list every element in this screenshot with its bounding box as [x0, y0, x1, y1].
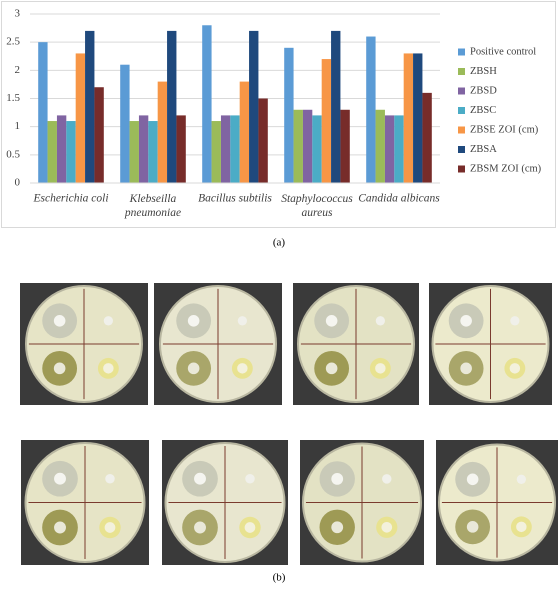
disc: [187, 315, 200, 327]
disc: [516, 474, 526, 484]
bar: [249, 30, 259, 184]
disc: [187, 362, 200, 375]
legend-label: ZBSC: [470, 105, 496, 116]
legend-swatch: [458, 107, 465, 114]
y-tick-label: 2: [15, 64, 21, 76]
bar: [394, 115, 404, 183]
disc: [103, 316, 113, 326]
bar: [284, 47, 294, 183]
disc: [54, 521, 66, 534]
y-tick-label: 3: [15, 8, 21, 20]
bar: [75, 53, 86, 183]
disc: [194, 472, 206, 485]
disc: [381, 521, 393, 533]
legend-label: Positive control: [470, 46, 536, 57]
bar: [230, 115, 240, 183]
bar: [120, 64, 130, 183]
bar: [129, 121, 139, 183]
legend-swatch: [458, 165, 465, 173]
disc: [245, 473, 255, 484]
legend-label: ZBSA: [470, 144, 497, 155]
caption-a: (a): [273, 237, 286, 249]
bar: [202, 25, 212, 184]
bar: [94, 87, 104, 183]
bar: [366, 36, 376, 184]
disc: [509, 363, 521, 374]
bar: [422, 92, 432, 183]
bar: [167, 30, 177, 184]
bar: [331, 30, 341, 184]
disc: [460, 362, 472, 375]
disc: [375, 316, 385, 326]
disc: [53, 362, 66, 375]
legend-label: ZBSM ZOI (cm): [470, 163, 542, 174]
bar: [321, 59, 332, 183]
x-tick-label: Bacillus subtilis: [198, 193, 272, 205]
y-tick-label: 2.5: [6, 36, 20, 48]
bar: [211, 121, 221, 183]
bar: [258, 98, 268, 183]
legend-swatch: [458, 126, 465, 134]
disc: [104, 522, 116, 533]
y-tick-label: 1.5: [6, 92, 20, 104]
bar: [413, 53, 423, 183]
bar: [384, 115, 395, 183]
disc: [103, 363, 114, 374]
disc: [466, 521, 479, 533]
bar: [176, 115, 186, 183]
bar: [403, 53, 414, 183]
bar: [138, 115, 149, 183]
disc: [460, 315, 472, 327]
disc: [237, 316, 247, 326]
y-tick-label: 0.5: [6, 148, 20, 160]
disc: [331, 521, 344, 534]
caption-b: (b): [273, 572, 286, 584]
disc: [54, 472, 66, 485]
legend-label: ZBSE ZOI (cm): [470, 124, 539, 135]
disc: [466, 473, 479, 486]
y-tick-label: 0: [15, 177, 21, 189]
x-tick-label: Staphylococcus aureus: [281, 193, 353, 219]
bar: [148, 121, 158, 183]
disc: [53, 315, 66, 327]
disc: [516, 521, 527, 533]
legend-swatch: [458, 48, 465, 56]
legend-swatch: [458, 68, 465, 75]
bar: [38, 42, 48, 183]
disc: [375, 363, 386, 374]
disc: [237, 363, 248, 374]
bar: [66, 121, 76, 183]
bar: [47, 121, 57, 183]
legend-label: ZBSD: [470, 85, 497, 96]
disc: [510, 316, 520, 326]
bar: [312, 115, 322, 183]
legend-swatch: [458, 146, 465, 153]
disc: [194, 521, 206, 534]
bar: [340, 109, 350, 183]
disc: [382, 474, 392, 484]
disc: [325, 362, 338, 375]
disc: [331, 473, 344, 485]
bar: [239, 81, 250, 183]
bar: [302, 109, 313, 183]
x-tick-label: Klebseilla pneumoniae: [124, 193, 181, 219]
x-tick-label: Escherichia coli: [32, 193, 108, 205]
legend-label: ZBSH: [470, 66, 497, 77]
disc: [105, 473, 115, 484]
bar: [375, 109, 385, 183]
disc: [244, 522, 256, 533]
legend-swatch: [458, 87, 465, 95]
bar: [220, 115, 231, 183]
bar: [293, 109, 303, 183]
bar: [85, 30, 95, 184]
disc: [325, 315, 338, 327]
y-tick-label: 1: [15, 120, 21, 132]
x-tick-label: Candida albicans: [358, 193, 440, 205]
bar: [157, 81, 168, 183]
bar: [56, 115, 67, 183]
